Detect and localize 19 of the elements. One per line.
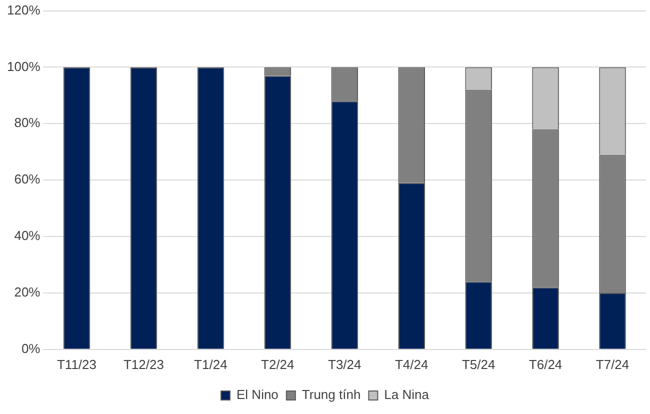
x-tick-label: T3/24 — [328, 356, 362, 372]
legend-label: La Nina — [384, 387, 430, 402]
x-tick-label: T5/24 — [462, 356, 496, 372]
x-tick-label: T12/23 — [123, 356, 164, 372]
y-tick-label: 80% — [14, 115, 41, 130]
legend-label: Trung tính — [302, 387, 361, 402]
y-tick-label: 20% — [14, 284, 41, 300]
y-tick-label: 120% — [7, 2, 41, 18]
x-tick-label: T1/24 — [194, 356, 228, 372]
y-tick-label: 0% — [21, 340, 41, 356]
y-tick-label: 60% — [14, 172, 41, 187]
x-tick-label: T7/24 — [596, 356, 630, 372]
x-tick-label: T11/23 — [56, 356, 96, 372]
y-tick-label: 40% — [14, 228, 41, 244]
legend-label: El Nino — [236, 387, 278, 402]
x-tick-label: T6/24 — [528, 356, 562, 372]
y-tick-label: 100% — [7, 58, 41, 74]
x-tick-label: T2/24 — [261, 356, 294, 372]
x-tick-label: T4/24 — [394, 356, 428, 372]
